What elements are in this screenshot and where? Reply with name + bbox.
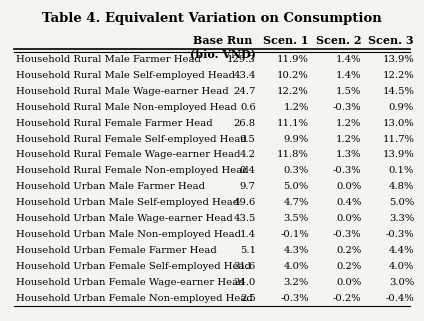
Text: Table 4. Equivalent Variation on Consumption: Table 4. Equivalent Variation on Consump…: [42, 12, 382, 25]
Text: 1.4%: 1.4%: [336, 71, 362, 80]
Text: Scen. 1: Scen. 1: [263, 35, 309, 47]
Text: Household Urban Female Wage-earner Head: Household Urban Female Wage-earner Head: [16, 278, 244, 287]
Text: 31.6: 31.6: [234, 262, 256, 271]
Text: 13.9%: 13.9%: [382, 55, 414, 64]
Text: 5.0%: 5.0%: [284, 182, 309, 191]
Text: 5.1: 5.1: [240, 246, 256, 255]
Text: 4.3%: 4.3%: [284, 246, 309, 255]
Text: 0.0%: 0.0%: [336, 182, 362, 191]
Text: Household Rural Male Self-employed Head: Household Rural Male Self-employed Head: [16, 71, 235, 80]
Text: Household Rural Male Non-employed Head: Household Rural Male Non-employed Head: [16, 103, 237, 112]
Text: -0.2%: -0.2%: [333, 294, 362, 303]
Text: 4.0%: 4.0%: [389, 262, 414, 271]
Text: 13.0%: 13.0%: [382, 118, 414, 128]
Text: 0.3%: 0.3%: [284, 167, 309, 176]
Text: 3.2%: 3.2%: [284, 278, 309, 287]
Text: Household Urban Male Self-employed Head: Household Urban Male Self-employed Head: [16, 198, 239, 207]
Text: 0.9%: 0.9%: [389, 103, 414, 112]
Text: 1.4: 1.4: [240, 230, 256, 239]
Text: 1.3%: 1.3%: [336, 151, 362, 160]
Text: Household Rural Female Wage-earner Head: Household Rural Female Wage-earner Head: [16, 151, 240, 160]
Text: -0.3%: -0.3%: [280, 294, 309, 303]
Text: 0.0%: 0.0%: [336, 214, 362, 223]
Text: 11.1%: 11.1%: [277, 118, 309, 128]
Text: 0.0%: 0.0%: [336, 278, 362, 287]
Text: Household Urban Female Farmer Head: Household Urban Female Farmer Head: [16, 246, 217, 255]
Text: 24.7: 24.7: [233, 87, 256, 96]
Text: 129.3: 129.3: [227, 55, 256, 64]
Text: 13.9%: 13.9%: [382, 151, 414, 160]
Text: 3.5%: 3.5%: [284, 214, 309, 223]
Text: 14.5%: 14.5%: [382, 87, 414, 96]
Text: 0.6: 0.6: [240, 103, 256, 112]
Text: 11.8%: 11.8%: [277, 151, 309, 160]
Text: 4.2: 4.2: [240, 151, 256, 160]
Text: Scen. 2: Scen. 2: [316, 35, 362, 47]
Text: -0.3%: -0.3%: [333, 230, 362, 239]
Text: 49.6: 49.6: [234, 198, 256, 207]
Text: Base Run
(bio. VND): Base Run (bio. VND): [190, 35, 256, 59]
Text: 9.7: 9.7: [240, 182, 256, 191]
Text: 9.9%: 9.9%: [284, 134, 309, 143]
Text: 4.0%: 4.0%: [284, 262, 309, 271]
Text: 0.4%: 0.4%: [336, 198, 362, 207]
Text: 0.2%: 0.2%: [336, 246, 362, 255]
Text: Household Rural Female Self-employed Head: Household Rural Female Self-employed Hea…: [16, 134, 247, 143]
Text: 4.7%: 4.7%: [284, 198, 309, 207]
Text: 0.4: 0.4: [240, 167, 256, 176]
Text: -0.3%: -0.3%: [333, 103, 362, 112]
Text: 11.7%: 11.7%: [382, 134, 414, 143]
Text: 0.1%: 0.1%: [389, 167, 414, 176]
Text: 24.0: 24.0: [233, 278, 256, 287]
Text: Household Rural Female Non-employed Head: Household Rural Female Non-employed Head: [16, 167, 248, 176]
Text: 26.8: 26.8: [234, 118, 256, 128]
Text: -0.4%: -0.4%: [385, 294, 414, 303]
Text: 4.8%: 4.8%: [389, 182, 414, 191]
Text: Household Rural Female Farmer Head: Household Rural Female Farmer Head: [16, 118, 212, 128]
Text: 11.9%: 11.9%: [277, 55, 309, 64]
Text: 12.2%: 12.2%: [382, 71, 414, 80]
Text: Scen. 3: Scen. 3: [368, 35, 414, 47]
Text: Household Urban Female Non-employed Head: Household Urban Female Non-employed Head: [16, 294, 253, 303]
Text: 1.2%: 1.2%: [284, 103, 309, 112]
Text: 1.2%: 1.2%: [336, 118, 362, 128]
Text: -0.3%: -0.3%: [333, 167, 362, 176]
Text: Household Urban Male Non-employed Head: Household Urban Male Non-employed Head: [16, 230, 241, 239]
Text: 12.2%: 12.2%: [277, 87, 309, 96]
Text: 3.3%: 3.3%: [389, 214, 414, 223]
Text: Household Urban Male Wage-earner Head: Household Urban Male Wage-earner Head: [16, 214, 232, 223]
Text: 1.5%: 1.5%: [336, 87, 362, 96]
Text: -0.1%: -0.1%: [280, 230, 309, 239]
Text: 2.5: 2.5: [240, 294, 256, 303]
Text: Household Rural Male Farmer Head: Household Rural Male Farmer Head: [16, 55, 201, 64]
Text: Household Urban Male Farmer Head: Household Urban Male Farmer Head: [16, 182, 205, 191]
Text: 1.2%: 1.2%: [336, 134, 362, 143]
Text: 10.2%: 10.2%: [277, 71, 309, 80]
Text: 4.4%: 4.4%: [389, 246, 414, 255]
Text: Household Rural Male Wage-earner Head: Household Rural Male Wage-earner Head: [16, 87, 229, 96]
Text: 1.4%: 1.4%: [336, 55, 362, 64]
Text: 43.5: 43.5: [233, 214, 256, 223]
Text: 3.0%: 3.0%: [389, 278, 414, 287]
Text: -0.3%: -0.3%: [385, 230, 414, 239]
Text: Household Urban Female Self-employed Head: Household Urban Female Self-employed Hea…: [16, 262, 251, 271]
Text: 43.4: 43.4: [233, 71, 256, 80]
Text: 0.2%: 0.2%: [336, 262, 362, 271]
Text: 9.5: 9.5: [240, 134, 256, 143]
Text: 5.0%: 5.0%: [389, 198, 414, 207]
